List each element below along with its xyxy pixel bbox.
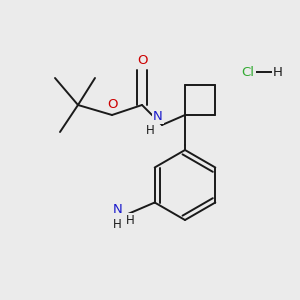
Text: H: H <box>146 124 154 137</box>
Text: H: H <box>273 65 283 79</box>
Text: O: O <box>107 98 117 110</box>
Text: O: O <box>138 53 148 67</box>
Text: H: H <box>113 218 122 231</box>
Text: N: N <box>153 110 163 122</box>
Text: N: N <box>113 203 123 216</box>
Text: Cl: Cl <box>242 65 254 79</box>
Text: H: H <box>126 214 135 227</box>
